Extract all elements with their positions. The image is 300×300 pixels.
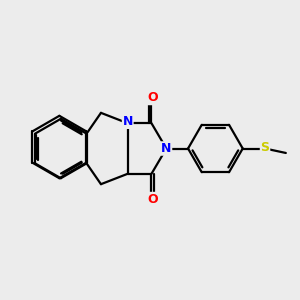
Text: N: N xyxy=(161,142,172,155)
Text: O: O xyxy=(148,92,158,104)
Text: O: O xyxy=(148,193,158,206)
Text: S: S xyxy=(260,140,269,154)
Text: N: N xyxy=(122,115,133,128)
